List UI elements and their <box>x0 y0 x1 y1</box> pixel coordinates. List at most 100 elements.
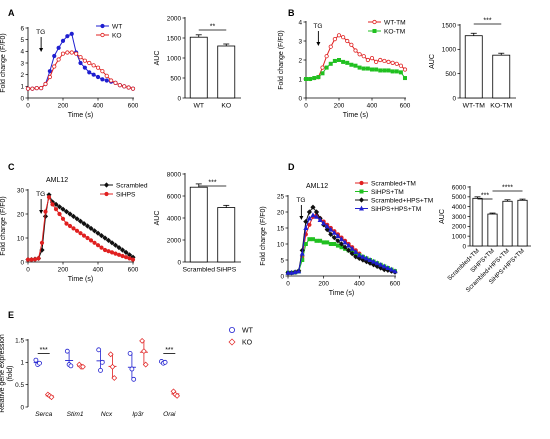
data-point <box>39 240 45 245</box>
y-tick-label: 0 <box>280 273 284 280</box>
data-point <box>113 80 118 85</box>
data-point <box>306 209 312 215</box>
y-tick-label: 2000 <box>452 224 467 231</box>
y-tick-label: 2000 <box>167 15 182 22</box>
data-point <box>71 226 76 231</box>
data-point <box>361 54 366 59</box>
y-tick-label: 20 <box>17 211 25 218</box>
data-point <box>99 359 105 365</box>
data-point <box>357 52 362 57</box>
data-point <box>91 63 96 68</box>
data-point <box>356 255 362 261</box>
panel-letter: A <box>8 8 15 18</box>
data-point <box>345 38 350 44</box>
data-point <box>112 242 119 248</box>
data-point <box>321 220 327 226</box>
data-point <box>349 42 354 47</box>
data-point <box>360 257 366 263</box>
data-point <box>341 59 346 64</box>
data-point <box>104 73 109 78</box>
data-point <box>394 69 399 74</box>
data-point <box>324 223 330 229</box>
stimulus-arrowhead <box>39 210 44 214</box>
data-point <box>303 219 309 225</box>
data-point <box>303 225 309 230</box>
data-point <box>95 243 101 248</box>
significance-stars: *** <box>481 193 489 200</box>
data-point <box>129 366 135 372</box>
line-chart-B: 0 1 2 3 4 0 200 400 600 Time (s) Fold change (F/F0… <box>278 19 411 119</box>
y-tick-label: 0.5 <box>15 382 24 389</box>
bar <box>464 35 483 99</box>
panel-letter: C <box>8 162 15 172</box>
data-point <box>318 238 323 243</box>
data-point <box>363 259 370 265</box>
x-tick-label: 400 <box>354 281 365 288</box>
data-point <box>102 247 108 253</box>
x-tick-label: 200 <box>334 103 345 110</box>
data-point <box>67 223 73 229</box>
data-point <box>109 78 114 83</box>
data-point <box>43 81 48 87</box>
stimulus-label: TG <box>36 191 45 198</box>
data-point <box>96 347 102 353</box>
data-point <box>141 348 147 355</box>
bar-chart-C: 0 2000 4000 6000 8000 AUC Scrambled SiHPS *** <box>154 171 241 274</box>
data-point <box>81 221 87 227</box>
y-tick-label: 1 <box>298 76 302 83</box>
data-point <box>307 237 312 242</box>
data-point <box>328 231 334 237</box>
data-point <box>53 201 59 207</box>
data-point <box>39 85 44 91</box>
legend-label: Scrambled+HPS+TM <box>371 197 433 204</box>
data-point <box>316 75 321 80</box>
data-point <box>98 367 103 373</box>
data-point <box>328 242 333 247</box>
data-point <box>116 252 122 257</box>
data-point <box>372 19 377 25</box>
data-point <box>48 394 55 401</box>
data-point <box>95 65 101 70</box>
y-tick-label: 1.5 <box>15 337 24 344</box>
data-point <box>308 77 313 82</box>
data-point <box>47 69 52 74</box>
gene-label: Ip3r <box>132 411 144 418</box>
data-point <box>131 376 137 382</box>
data-point <box>228 326 235 333</box>
data-point <box>320 65 325 70</box>
data-point <box>100 69 105 74</box>
data-point <box>56 57 61 62</box>
bar <box>517 199 528 247</box>
data-point <box>336 57 341 62</box>
chart-title: AML12 <box>306 183 328 190</box>
data-point <box>289 269 295 275</box>
data-point <box>70 213 77 219</box>
data-point <box>139 337 145 344</box>
data-point <box>359 205 364 211</box>
data-point <box>109 250 115 255</box>
y-tick-label: 6 <box>20 25 24 32</box>
bar <box>502 200 513 247</box>
data-point <box>382 68 387 73</box>
panel-letter: B <box>288 8 295 18</box>
data-point <box>30 86 35 91</box>
data-point <box>117 83 122 88</box>
stimulus-label: TG <box>36 29 45 36</box>
data-point <box>87 60 92 66</box>
x-tick-label: 400 <box>93 267 104 274</box>
x-tick-label: 0 <box>286 281 290 288</box>
data-point <box>99 245 104 250</box>
data-point <box>102 235 108 241</box>
data-point <box>69 31 74 36</box>
data-point <box>78 231 83 236</box>
stimulus-arrowhead <box>299 216 304 220</box>
y-tick-label: 1000 <box>167 55 182 62</box>
data-point <box>310 237 315 242</box>
y-axis-label: Fold change (F/F0) <box>0 33 7 93</box>
data-point <box>345 60 350 65</box>
data-point <box>402 67 408 72</box>
data-point <box>56 45 61 50</box>
data-point <box>353 254 359 260</box>
data-point <box>342 244 348 250</box>
x-tick-label: 600 <box>400 103 411 110</box>
